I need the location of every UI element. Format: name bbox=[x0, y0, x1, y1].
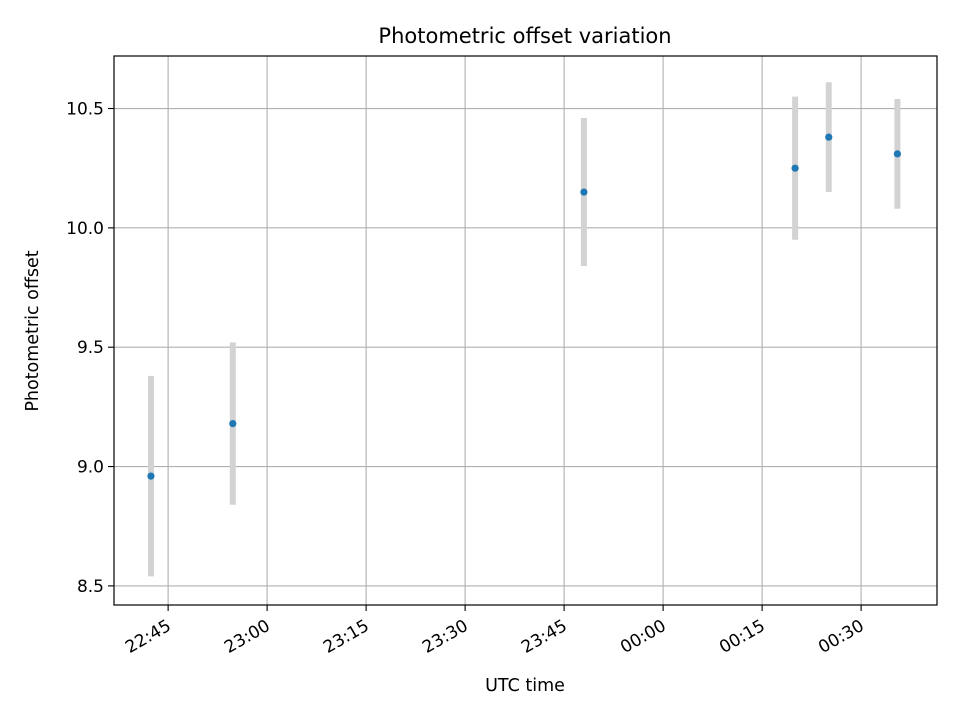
chart-title: Photometric offset variation bbox=[378, 24, 671, 48]
data-point bbox=[893, 150, 902, 158]
data-point bbox=[147, 472, 155, 480]
data-point bbox=[229, 419, 237, 428]
data-point bbox=[825, 133, 833, 141]
y-axis: 8.5 9.0 9.5 10.0 10.5 bbox=[66, 100, 114, 597]
y-axis-label: Photometric offset bbox=[23, 250, 43, 411]
y-tick-label: 9.0 bbox=[77, 458, 104, 478]
y-tick-label: 9.5 bbox=[77, 338, 104, 358]
data-points bbox=[147, 133, 902, 480]
y-tick-label: 8.5 bbox=[77, 577, 104, 597]
plot-frame bbox=[113, 55, 938, 606]
data-point bbox=[791, 164, 799, 172]
y-tick-label: 10.5 bbox=[66, 100, 104, 120]
data-point bbox=[580, 188, 588, 196]
x-axis-label: UTC time bbox=[485, 676, 565, 696]
y-tick-label: 10.0 bbox=[66, 219, 104, 239]
grid bbox=[114, 56, 937, 605]
